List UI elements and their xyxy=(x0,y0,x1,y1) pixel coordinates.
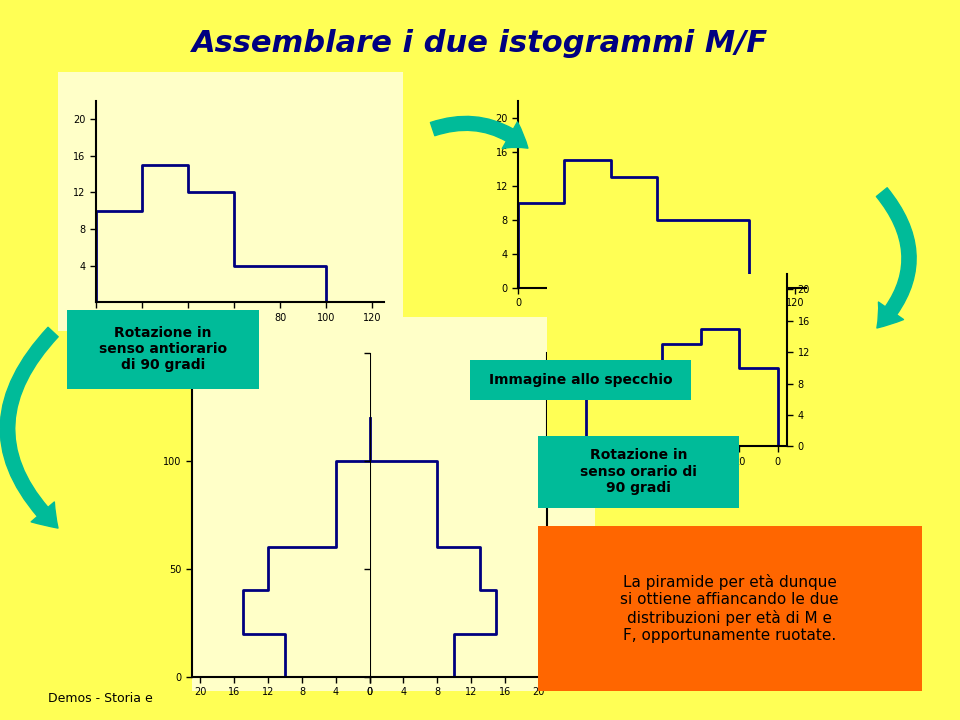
FancyArrowPatch shape xyxy=(876,188,916,328)
Text: Demos - Storia e: Demos - Storia e xyxy=(48,692,153,705)
Text: Immagine allo specchio: Immagine allo specchio xyxy=(489,373,673,387)
Text: Rotazione in
senso antiorario
di 90 gradi: Rotazione in senso antiorario di 90 grad… xyxy=(99,326,228,372)
Text: Rotazione in
senso orario di
90 gradi: Rotazione in senso orario di 90 gradi xyxy=(580,449,697,495)
Text: Assemblare i due istogrammi M/F: Assemblare i due istogrammi M/F xyxy=(192,29,768,58)
FancyArrowPatch shape xyxy=(0,328,59,528)
Text: La piramide per età dunque
si ottiene affiancando le due
distribuzioni per età d: La piramide per età dunque si ottiene af… xyxy=(620,574,839,643)
FancyArrowPatch shape xyxy=(430,117,528,148)
